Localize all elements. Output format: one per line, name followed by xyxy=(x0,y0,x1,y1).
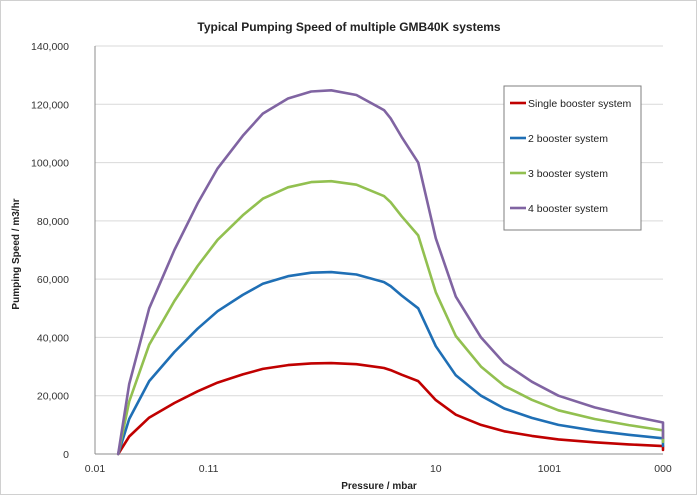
y-tick-label: 40,000 xyxy=(37,332,69,344)
legend-items: Single booster system 2 booster system 3 b… xyxy=(510,98,632,215)
x-tick-label: 10 xyxy=(430,463,442,475)
y-tick-label: 100,000 xyxy=(31,158,69,170)
axes-layer xyxy=(94,46,663,455)
legend-label-1: Single booster system xyxy=(528,98,632,110)
series-line-2 xyxy=(116,270,665,456)
series-line-4 xyxy=(116,89,665,456)
y-tick-labels: 0 20,000 40,000 60,000 80,000 100,000 120,000 1… xyxy=(31,41,69,461)
x-tick-labels: 0.01 0.11 10 1001 000 xyxy=(85,463,672,475)
y-axis-title: Pumping Speed / m3/hr xyxy=(11,198,22,309)
legend-label-2: 2 booster system xyxy=(528,133,608,145)
legend-label-4: 4 booster system xyxy=(528,203,608,215)
y-tick-label: 60,000 xyxy=(37,274,69,286)
y-tick-label: 0 xyxy=(63,449,69,461)
x-axis-title: Pressure / mbar xyxy=(341,481,417,492)
legend-label-3: 3 booster system xyxy=(528,168,608,180)
series-layer xyxy=(116,89,665,456)
x-tick-label: 1001 xyxy=(538,463,562,475)
x-tick-label: 000 xyxy=(654,463,672,475)
series-line-1 xyxy=(116,361,665,456)
y-tick-label: 140,000 xyxy=(31,41,69,53)
y-tick-label: 80,000 xyxy=(37,216,69,228)
x-tick-label: 0.11 xyxy=(199,463,219,475)
y-tick-label: 20,000 xyxy=(37,391,69,403)
x-tick-label: 0.01 xyxy=(85,463,106,475)
y-tick-label: 120,000 xyxy=(31,99,69,111)
legend-box xyxy=(503,85,642,231)
series-line-3 xyxy=(116,179,665,456)
legend: Single booster system 2 booster system 3 b… xyxy=(503,85,642,231)
chart-title: Typical Pumping Speed of multiple GMB40K… xyxy=(197,20,501,34)
